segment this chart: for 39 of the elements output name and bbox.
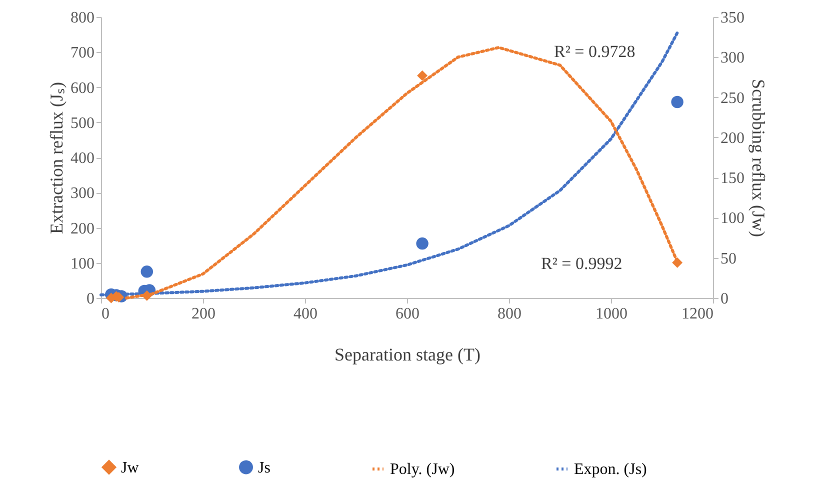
x-tick-label: 1200 bbox=[682, 306, 714, 322]
y-tick-label: 200 bbox=[70, 220, 94, 238]
x-tick-label: 200 bbox=[192, 306, 216, 322]
legend-label: Expon. (Js) bbox=[574, 461, 647, 478]
point bbox=[140, 266, 154, 278]
y-tick-label: 800 bbox=[70, 10, 94, 26]
x-tick-label: 1000 bbox=[596, 306, 628, 322]
legend-label: Poly. (Jw) bbox=[390, 461, 455, 478]
y2-tick-label: 350 bbox=[720, 10, 744, 26]
point bbox=[416, 237, 428, 250]
y-tick-label: 400 bbox=[70, 150, 94, 167]
point bbox=[417, 70, 428, 81]
annotation: R² = 0.9728 bbox=[554, 42, 636, 61]
y2-tick-label: 0 bbox=[720, 290, 728, 308]
x-tick-label: 0 bbox=[102, 306, 110, 322]
y-tick-label: 100 bbox=[70, 255, 94, 272]
y-axis-title: Extraction reflux (Jₛ) bbox=[46, 82, 66, 234]
y2-tick-label: 50 bbox=[720, 250, 736, 268]
y-tick-label: 300 bbox=[70, 185, 94, 202]
x-tick-label: 400 bbox=[294, 306, 318, 322]
y2-axis-title: Scrubbing reflux (Jw) bbox=[748, 79, 768, 237]
y2-tick-label: 300 bbox=[720, 50, 744, 67]
x-axis-title: Separation stage (T) bbox=[334, 344, 480, 364]
y-tick-label: 700 bbox=[70, 44, 94, 62]
y2-tick-label: 100 bbox=[720, 210, 744, 228]
legend-label: Js bbox=[258, 459, 270, 476]
point bbox=[672, 257, 683, 268]
point bbox=[671, 96, 684, 108]
y-tick-label: 0 bbox=[86, 290, 94, 308]
x-tick-label: 600 bbox=[396, 306, 420, 322]
point bbox=[142, 290, 152, 301]
y2-tick-label: 200 bbox=[720, 130, 744, 147]
y-tick-label: 600 bbox=[70, 80, 94, 97]
x-tick-label: 800 bbox=[498, 306, 522, 322]
y-tick-label: 500 bbox=[70, 114, 94, 132]
legend-label: Jw bbox=[121, 459, 140, 476]
y2-tick-label: 250 bbox=[720, 90, 744, 107]
y2-tick-label: 150 bbox=[720, 170, 744, 188]
annotation: R² = 0.9992 bbox=[541, 254, 622, 273]
